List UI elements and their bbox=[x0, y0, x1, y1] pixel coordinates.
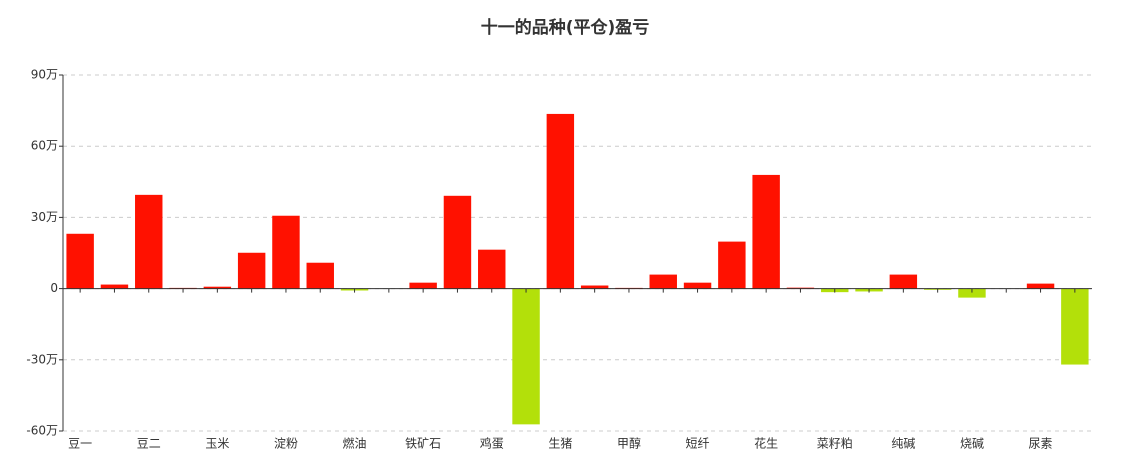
bar bbox=[1026, 283, 1055, 289]
x-tick-label: 鸡蛋 bbox=[480, 436, 504, 451]
y-tick-label: 30万 bbox=[31, 210, 58, 224]
bar bbox=[889, 274, 918, 289]
bar bbox=[237, 252, 266, 289]
bar bbox=[272, 215, 300, 289]
bar bbox=[958, 288, 986, 298]
bar bbox=[66, 233, 94, 289]
bar bbox=[718, 241, 746, 289]
bar bbox=[203, 286, 232, 289]
y-tick-label: -60万 bbox=[26, 424, 58, 438]
x-tick-label: 纯碱 bbox=[891, 437, 915, 451]
bar bbox=[100, 284, 129, 289]
bar bbox=[752, 174, 780, 289]
x-tick-label: 豆一 bbox=[68, 437, 92, 451]
bar bbox=[478, 249, 506, 289]
bar bbox=[306, 262, 334, 289]
x-tick-label: 甲醇 bbox=[617, 436, 641, 451]
x-tick-label: 生猪 bbox=[548, 437, 572, 451]
bar bbox=[135, 194, 163, 289]
y-tick-label: 90万 bbox=[31, 68, 58, 82]
bar bbox=[409, 282, 437, 289]
bar bbox=[649, 274, 677, 289]
y-tick-label: 0 bbox=[50, 281, 58, 295]
bar bbox=[546, 113, 575, 289]
x-tick-label: 燃油 bbox=[343, 436, 367, 451]
bar bbox=[580, 285, 609, 289]
y-tick-label: -30万 bbox=[26, 352, 58, 366]
x-tick-label: 豆二 bbox=[137, 437, 161, 451]
bar bbox=[683, 282, 712, 289]
x-tick-label: 玉米 bbox=[205, 437, 229, 451]
y-tick-label: 60万 bbox=[31, 139, 58, 153]
x-tick-label: 烧碱 bbox=[960, 437, 984, 451]
x-tick-label: 菜籽粕 bbox=[817, 436, 853, 451]
x-tick-label: 花生 bbox=[754, 436, 778, 451]
x-tick-label: 铁矿石 bbox=[405, 437, 441, 451]
x-tick-label: 淀粉 bbox=[274, 437, 298, 451]
x-tick-label: 尿素 bbox=[1029, 437, 1053, 451]
bar bbox=[1061, 288, 1089, 365]
x-tick-label: 短纤 bbox=[686, 437, 710, 451]
bar bbox=[512, 288, 540, 425]
chart-title: 十一的品种(平仓)盈亏 bbox=[481, 17, 650, 38]
bar bbox=[443, 195, 472, 289]
